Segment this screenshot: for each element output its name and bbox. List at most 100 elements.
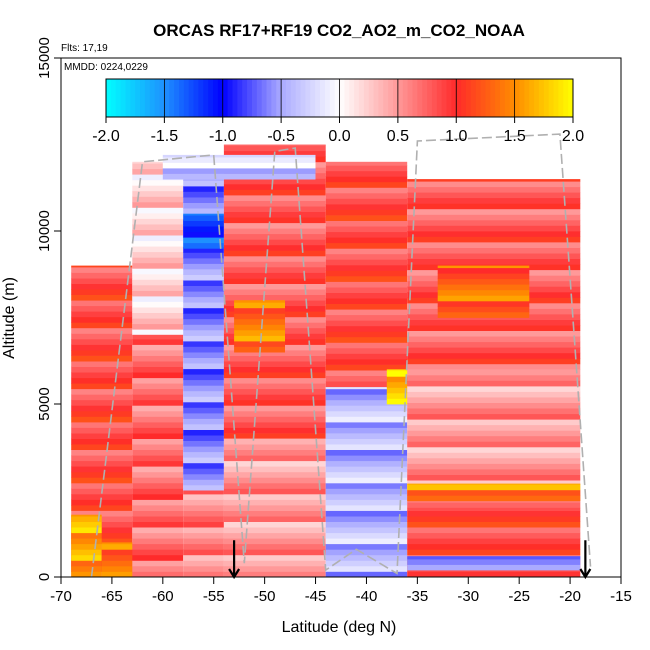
heatmap-cell bbox=[223, 294, 326, 301]
heatmap-cell bbox=[132, 466, 184, 473]
heatmap-cell bbox=[407, 532, 581, 539]
heatmap-cell bbox=[223, 549, 326, 556]
heatmap-cell bbox=[183, 571, 224, 577]
heatmap-cell bbox=[325, 488, 408, 495]
heatmap-cell bbox=[223, 543, 326, 550]
colorbar-cell bbox=[378, 79, 384, 117]
colorbar-cell bbox=[159, 79, 165, 117]
heatmap-cell bbox=[71, 565, 102, 572]
heatmap-cell bbox=[132, 527, 184, 534]
heatmap-cell bbox=[183, 346, 224, 353]
heatmap-cell bbox=[325, 427, 408, 434]
heatmap-cell bbox=[132, 405, 184, 412]
heatmap-cell bbox=[325, 259, 408, 266]
heatmap-cell bbox=[325, 165, 408, 172]
colorbar-cell bbox=[500, 79, 506, 117]
heatmap-cell bbox=[183, 220, 224, 227]
heatmap-cell bbox=[183, 246, 224, 253]
heatmap-cell bbox=[325, 248, 408, 255]
colorbar-cell bbox=[553, 79, 559, 117]
colorbar-cell bbox=[534, 79, 540, 117]
heatmap-cell bbox=[183, 226, 224, 233]
heatmap-cell bbox=[234, 313, 285, 320]
heatmap-cell bbox=[132, 460, 184, 467]
heatmap-cell bbox=[183, 208, 224, 215]
heatmap-cell bbox=[223, 565, 326, 572]
heatmap-cell bbox=[407, 402, 581, 409]
colorbar-cell bbox=[110, 79, 117, 117]
x-tick-label: -25 bbox=[508, 588, 530, 605]
colorbar-cell bbox=[427, 79, 433, 117]
heatmap-cell bbox=[183, 269, 224, 275]
heatmap-cell bbox=[132, 285, 184, 291]
heatmap-cell bbox=[223, 554, 326, 561]
heatmap-cell bbox=[325, 309, 408, 316]
colorbar-cell bbox=[363, 79, 370, 117]
colorbar-cell bbox=[208, 79, 214, 117]
heatmap-cell bbox=[407, 521, 581, 528]
heatmap-cell bbox=[223, 350, 326, 356]
colorbar-cell bbox=[397, 79, 404, 117]
heatmap-cell bbox=[71, 438, 133, 445]
heatmap-cell bbox=[407, 430, 581, 437]
heatmap-cell bbox=[325, 170, 408, 177]
heatmap-cell bbox=[132, 543, 184, 550]
heatmap-cell bbox=[407, 363, 581, 370]
colorbar-cell bbox=[339, 79, 345, 117]
heatmap-cell bbox=[132, 554, 184, 561]
heatmap-cell bbox=[132, 560, 184, 567]
heatmap-cell bbox=[132, 218, 184, 225]
heatmap-cell bbox=[132, 344, 184, 351]
heatmap-cell bbox=[183, 401, 224, 408]
colorbar-cell bbox=[456, 79, 462, 117]
x-tick-label: -70 bbox=[50, 588, 72, 605]
heatmap-cell bbox=[407, 538, 581, 545]
heatmap-cell bbox=[407, 435, 581, 442]
heatmap-cell bbox=[325, 438, 408, 445]
colorbar-cell bbox=[329, 79, 336, 117]
heatmap-cell bbox=[325, 455, 408, 462]
heatmap-cell bbox=[71, 422, 133, 428]
heatmap-cell bbox=[132, 174, 184, 181]
x-axis: -70 -65 -60 -55 -50 -45 -40 -35 -30 -25 -20 -15 bbox=[50, 577, 632, 605]
heatmap-cell bbox=[223, 477, 326, 484]
heatmap-cell bbox=[132, 416, 184, 423]
heatmap-cell bbox=[223, 239, 326, 246]
heatmap-cell bbox=[71, 322, 133, 329]
heatmap-cell bbox=[132, 571, 184, 577]
colorbar-cell bbox=[334, 79, 340, 117]
colorbar-cell bbox=[417, 79, 423, 117]
heatmap-cell bbox=[71, 333, 133, 340]
heatmap-cell bbox=[183, 179, 224, 181]
colorbar-cell bbox=[436, 79, 443, 117]
heatmap-cell bbox=[71, 466, 133, 473]
heatmap-cell bbox=[132, 449, 184, 456]
heatmap-cell bbox=[325, 416, 408, 423]
heatmap-cell bbox=[223, 361, 326, 367]
heatmap-cell bbox=[71, 477, 133, 484]
plot-frame bbox=[60, 57, 622, 578]
heatmap-cell bbox=[223, 394, 326, 401]
heatmap-cell bbox=[132, 444, 184, 450]
heatmap-cell bbox=[437, 273, 530, 280]
heatmap-cell bbox=[325, 510, 408, 517]
colorbar-cell bbox=[149, 79, 156, 117]
heatmap-cell bbox=[183, 313, 224, 320]
heatmap-cell bbox=[325, 161, 408, 166]
heatmap-cell bbox=[183, 215, 224, 221]
heatmap-cell bbox=[71, 361, 133, 367]
colorbar-cell bbox=[193, 79, 199, 117]
heatmap-cell bbox=[71, 516, 133, 522]
colorbar-cell bbox=[310, 79, 316, 117]
heatmap-cell bbox=[223, 405, 326, 412]
heatmap-cell bbox=[325, 192, 408, 199]
colorbar-cell bbox=[480, 79, 486, 117]
heatmap-cell bbox=[132, 168, 184, 175]
colorbar-cell bbox=[232, 79, 238, 117]
heatmap-cell bbox=[223, 272, 326, 279]
heatmap-cell bbox=[71, 405, 133, 412]
heatmap-cell bbox=[223, 471, 326, 478]
heatmap-cell bbox=[407, 516, 581, 522]
heatmap-cell bbox=[325, 364, 408, 371]
heatmap-cell bbox=[132, 494, 184, 500]
